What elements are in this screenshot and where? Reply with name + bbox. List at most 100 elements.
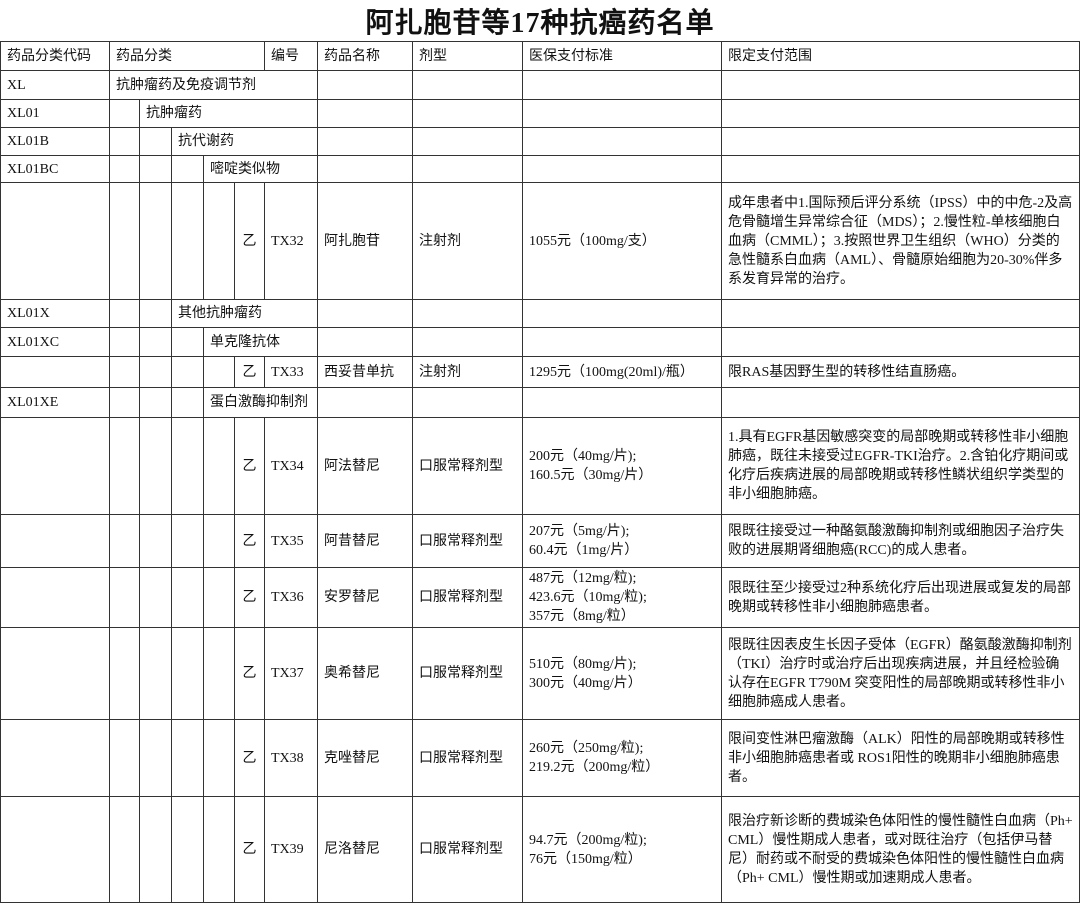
cell <box>523 328 722 357</box>
cell <box>0 720 110 797</box>
cell-text: 奥希替尼 <box>324 666 380 681</box>
cell: 抗代谢药 <box>172 128 318 156</box>
cell <box>110 183 140 300</box>
cell <box>0 357 110 388</box>
title: 阿扎胞苷等17种抗癌药名单 <box>0 0 1080 42</box>
cell <box>0 515 110 568</box>
cell-text: 乙 <box>242 842 257 857</box>
cell-text: 260元（250mg/粒); 219.2元（200mg/粒） <box>529 741 660 775</box>
header-cell: 药品分类 <box>110 42 265 71</box>
cell <box>318 300 413 328</box>
cell: XL01XE <box>0 388 110 418</box>
cell <box>110 568 140 628</box>
cell <box>110 418 140 515</box>
cell-text: 编号 <box>271 48 299 64</box>
cell <box>722 100 1080 128</box>
cell-text: 乙 <box>242 750 257 766</box>
title-text: 阿扎胞苷等17种抗癌药名单 <box>365 7 715 39</box>
cell: 阿扎胞苷 <box>318 183 413 300</box>
cell <box>110 156 140 183</box>
cell <box>172 720 204 797</box>
cell-text: 限治疗新诊断的费城染色体阳性的慢性髓性白血病（Ph+ CML）慢性期成人患者，或… <box>728 813 1073 886</box>
cell <box>413 328 523 357</box>
cell <box>318 156 413 183</box>
cell <box>523 156 722 183</box>
cell <box>0 418 110 515</box>
cell <box>0 628 110 720</box>
cell <box>172 515 204 568</box>
cell <box>140 720 172 797</box>
cell <box>110 357 140 388</box>
cell-text: 口服常释剂型 <box>419 750 503 766</box>
cell-text: 1295元（100mg(20ml)/瓶） <box>529 364 694 380</box>
cell: 260元（250mg/粒); 219.2元（200mg/粒） <box>523 720 722 797</box>
cell: 乙 <box>235 568 265 628</box>
cell <box>413 100 523 128</box>
cell-text: 嘧啶类似物 <box>210 161 280 177</box>
cell-text: XL01BC <box>7 161 59 177</box>
cell-text: TX38 <box>271 750 304 766</box>
cell: 乙 <box>235 797 265 903</box>
cell <box>172 388 204 418</box>
cell: 嘧啶类似物 <box>204 156 318 183</box>
cell: 西妥昔单抗 <box>318 357 413 388</box>
cell-text: 尼洛替尼 <box>324 842 380 857</box>
cell-text: 克唑替尼 <box>324 750 380 766</box>
cell-text: TX33 <box>271 364 304 380</box>
cell-text: 乙 <box>242 233 257 249</box>
cell: 乙 <box>235 515 265 568</box>
cell <box>722 71 1080 100</box>
cell <box>110 300 140 328</box>
cell-text: 1055元（100mg/支） <box>529 233 656 249</box>
cell <box>318 128 413 156</box>
cell: 限既往因表皮生长因子受体（EGFR）酪氨酸激酶抑制剂（TKI）治疗时或治疗后出现… <box>722 628 1080 720</box>
cell <box>318 328 413 357</box>
cell: XL01BC <box>0 156 110 183</box>
cell <box>722 328 1080 357</box>
cell-text: XL <box>7 77 26 93</box>
cell-text: TX32 <box>271 233 304 249</box>
cell <box>140 568 172 628</box>
cell: 克唑替尼 <box>318 720 413 797</box>
cell <box>110 388 140 418</box>
cell: 限既往至少接受过2种系统化疗后出现进展或复发的局部晚期或转移性非小细胞肺癌患者。 <box>722 568 1080 628</box>
cell-text: XL01 <box>7 106 40 121</box>
cell <box>523 300 722 328</box>
cell: 乙 <box>235 720 265 797</box>
cell: 94.7元（200mg/粒); 76元（150mg/粒） <box>523 797 722 903</box>
cell-text: 药品名称 <box>324 48 380 64</box>
cell <box>172 183 204 300</box>
cell <box>172 568 204 628</box>
cell-text: 其他抗肿瘤药 <box>178 306 262 321</box>
cell: 限RAS基因野生型的转移性结直肠癌。 <box>722 357 1080 388</box>
cell-text: 1.具有EGFR基因敏感突变的局部晚期或转移性非小细胞肺癌，既往未接受过EGFR… <box>728 430 1069 502</box>
cell: 注射剂 <box>413 357 523 388</box>
cell: 口服常释剂型 <box>413 628 523 720</box>
cell <box>523 71 722 100</box>
cell: 乙 <box>235 418 265 515</box>
cell: 奥希替尼 <box>318 628 413 720</box>
cell: TX34 <box>265 418 318 515</box>
header-cell: 限定支付范围 <box>722 42 1080 71</box>
cell-text: 限RAS基因野生型的转移性结直肠癌。 <box>728 364 966 380</box>
cell <box>140 183 172 300</box>
cell: XL01B <box>0 128 110 156</box>
cell-text: 药品分类代码 <box>7 48 91 64</box>
cell: TX37 <box>265 628 318 720</box>
cell <box>172 357 204 388</box>
cell <box>140 628 172 720</box>
cell-text: 207元（5mg/片); 60.4元（1mg/片） <box>529 524 639 558</box>
cell <box>0 568 110 628</box>
cell: 487元（12mg/粒); 423.6元（10mg/粒); 357元（8mg/粒… <box>523 568 722 628</box>
cell <box>722 300 1080 328</box>
cell <box>140 328 172 357</box>
cell-text: TX36 <box>271 590 304 605</box>
cell: 限既往接受过一种酪氨酸激酶抑制剂或细胞因子治疗失败的进展期肾细胞癌(RCC)的成… <box>722 515 1080 568</box>
cell <box>140 300 172 328</box>
cell: 抗肿瘤药及免疫调节剂 <box>110 71 318 100</box>
cell <box>204 797 235 903</box>
cell-text: 抗代谢药 <box>178 134 234 149</box>
cell-text: TX34 <box>271 458 304 474</box>
cell-text: 限既往至少接受过2种系统化疗后出现进展或复发的局部晚期或转移性非小细胞肺癌患者。 <box>728 580 1071 615</box>
cell-text: 乙 <box>242 533 257 549</box>
